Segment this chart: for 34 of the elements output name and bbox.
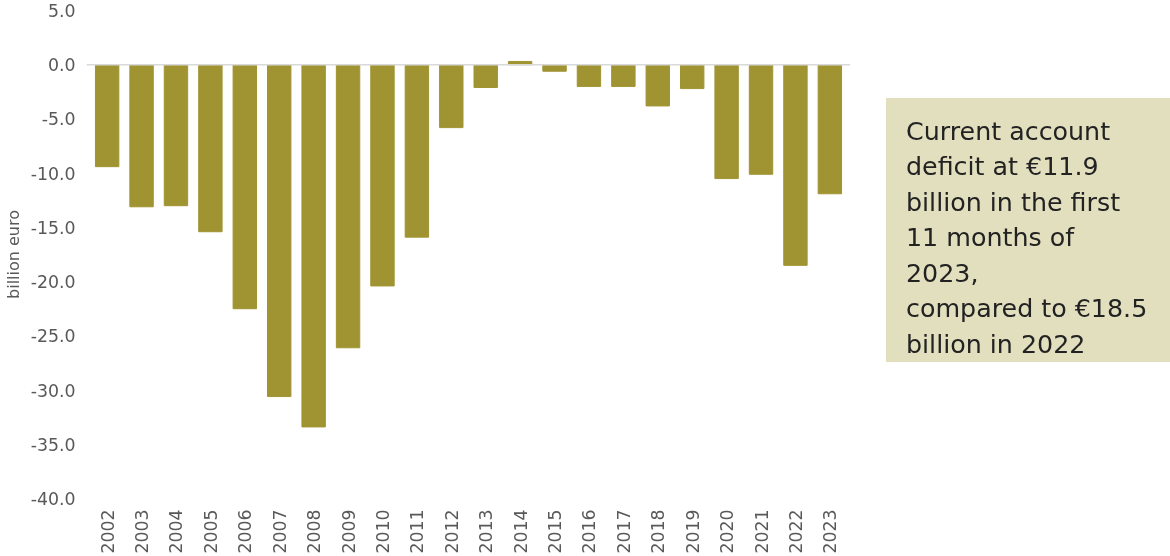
- y-tick-label: 0.0: [47, 55, 76, 76]
- x-tick-label: 2004: [166, 509, 187, 554]
- y-tick-label: 5.0: [47, 1, 76, 21]
- y-tick-label: -15.0: [30, 217, 76, 238]
- y-tick-label: -25.0: [30, 326, 76, 347]
- x-tick-label: 2003: [132, 509, 153, 554]
- x-tick-label: 2022: [785, 509, 806, 554]
- y-tick-label: -30.0: [30, 380, 76, 401]
- x-tick-label: 2017: [613, 509, 634, 554]
- y-tick-label: -20.0: [30, 272, 76, 293]
- x-tick-label: 2023: [820, 509, 841, 554]
- x-tick-label: 2009: [338, 509, 359, 554]
- x-tick-label: 2018: [648, 509, 669, 554]
- x-tick-label: 2021: [751, 509, 772, 554]
- y-tick-label: -10.0: [30, 163, 76, 184]
- y-tick-label: -35.0: [30, 434, 76, 455]
- x-tick-label: 2005: [200, 509, 221, 554]
- x-tick-label: 2012: [441, 509, 462, 554]
- x-tick-label: 2013: [476, 509, 497, 554]
- text: Current account deficit at €11.9 billion in the first 11 months of 2023, compared to €18.5 billion in 2022: [906, 115, 1149, 361]
- x-tick-label: 2014: [510, 509, 531, 554]
- x-tick-label: 2015: [545, 509, 566, 554]
- x-tick-label: 2019: [682, 509, 703, 554]
- x-tick-label: 2016: [579, 509, 600, 554]
- y-tick-label: -40.0: [30, 489, 76, 509]
- y-axis-title: billion euro: [3, 210, 23, 299]
- x-tick-label: 2020: [717, 509, 738, 554]
- x-tick-label: 2006: [235, 509, 256, 554]
- x-tick-label: 2007: [269, 509, 290, 554]
- x-tick-label: 2002: [97, 509, 118, 554]
- x-tick-label: 2010: [372, 509, 393, 554]
- x-tick-label: 2008: [304, 509, 325, 554]
- x-tick-label: 2011: [407, 509, 428, 554]
- y-tick-label: -5.0: [41, 109, 76, 130]
